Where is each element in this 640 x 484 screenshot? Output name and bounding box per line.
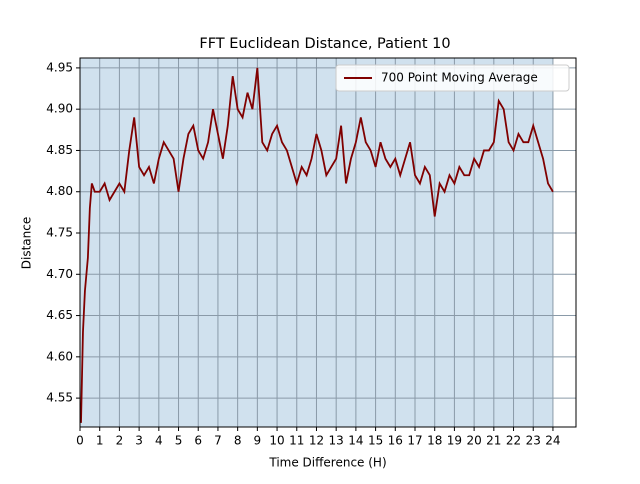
y-axis-label: Distance	[20, 217, 34, 269]
y-tick-label: 4.80	[46, 184, 73, 198]
x-tick-label: 9	[254, 434, 262, 448]
x-tick-label: 13	[329, 434, 344, 448]
x-tick-label: 21	[486, 434, 501, 448]
x-tick-label: 15	[368, 434, 383, 448]
y-tick-label: 4.70	[46, 267, 73, 281]
x-tick-label: 1	[96, 434, 104, 448]
x-tick-label: 0	[76, 434, 84, 448]
x-tick-label: 4	[155, 434, 163, 448]
legend-label: 700 Point Moving Average	[381, 71, 538, 85]
x-tick-label: 7	[214, 434, 222, 448]
x-tick-label: 8	[234, 434, 242, 448]
y-tick-label: 4.75	[46, 226, 73, 240]
y-tick-label: 4.55	[46, 391, 73, 405]
plot-frame	[79, 57, 577, 428]
y-tick-label: 4.60	[46, 349, 73, 363]
x-axis-label: Time Difference (H)	[268, 456, 386, 470]
x-tick-label: 20	[466, 434, 481, 448]
x-tick-label: 11	[289, 434, 304, 448]
x-tick-label: 6	[194, 434, 202, 448]
data-line	[80, 67, 554, 423]
x-tick-label: 5	[175, 434, 183, 448]
x-tick-label: 23	[526, 434, 541, 448]
y-tick-label: 4.90	[46, 102, 73, 116]
x-tick-label: 18	[427, 434, 442, 448]
x-tick-label: 3	[135, 434, 143, 448]
y-tick-label: 4.85	[46, 143, 73, 157]
chart-title: FFT Euclidean Distance, Patient 10	[199, 36, 450, 52]
legend-box	[335, 64, 570, 92]
x-tick-label: 24	[545, 434, 560, 448]
x-tick-label: 14	[348, 434, 363, 448]
x-tick-label: 10	[269, 434, 284, 448]
x-tick-label: 19	[447, 434, 462, 448]
x-tick-label: 2	[116, 434, 124, 448]
y-tick-label: 4.65	[46, 308, 73, 322]
x-tick-label: 17	[407, 434, 422, 448]
x-tick-label: 12	[309, 434, 324, 448]
x-tick-label: 22	[506, 434, 521, 448]
x-tick-label: 16	[388, 434, 403, 448]
y-tick-label: 4.95	[46, 60, 73, 74]
